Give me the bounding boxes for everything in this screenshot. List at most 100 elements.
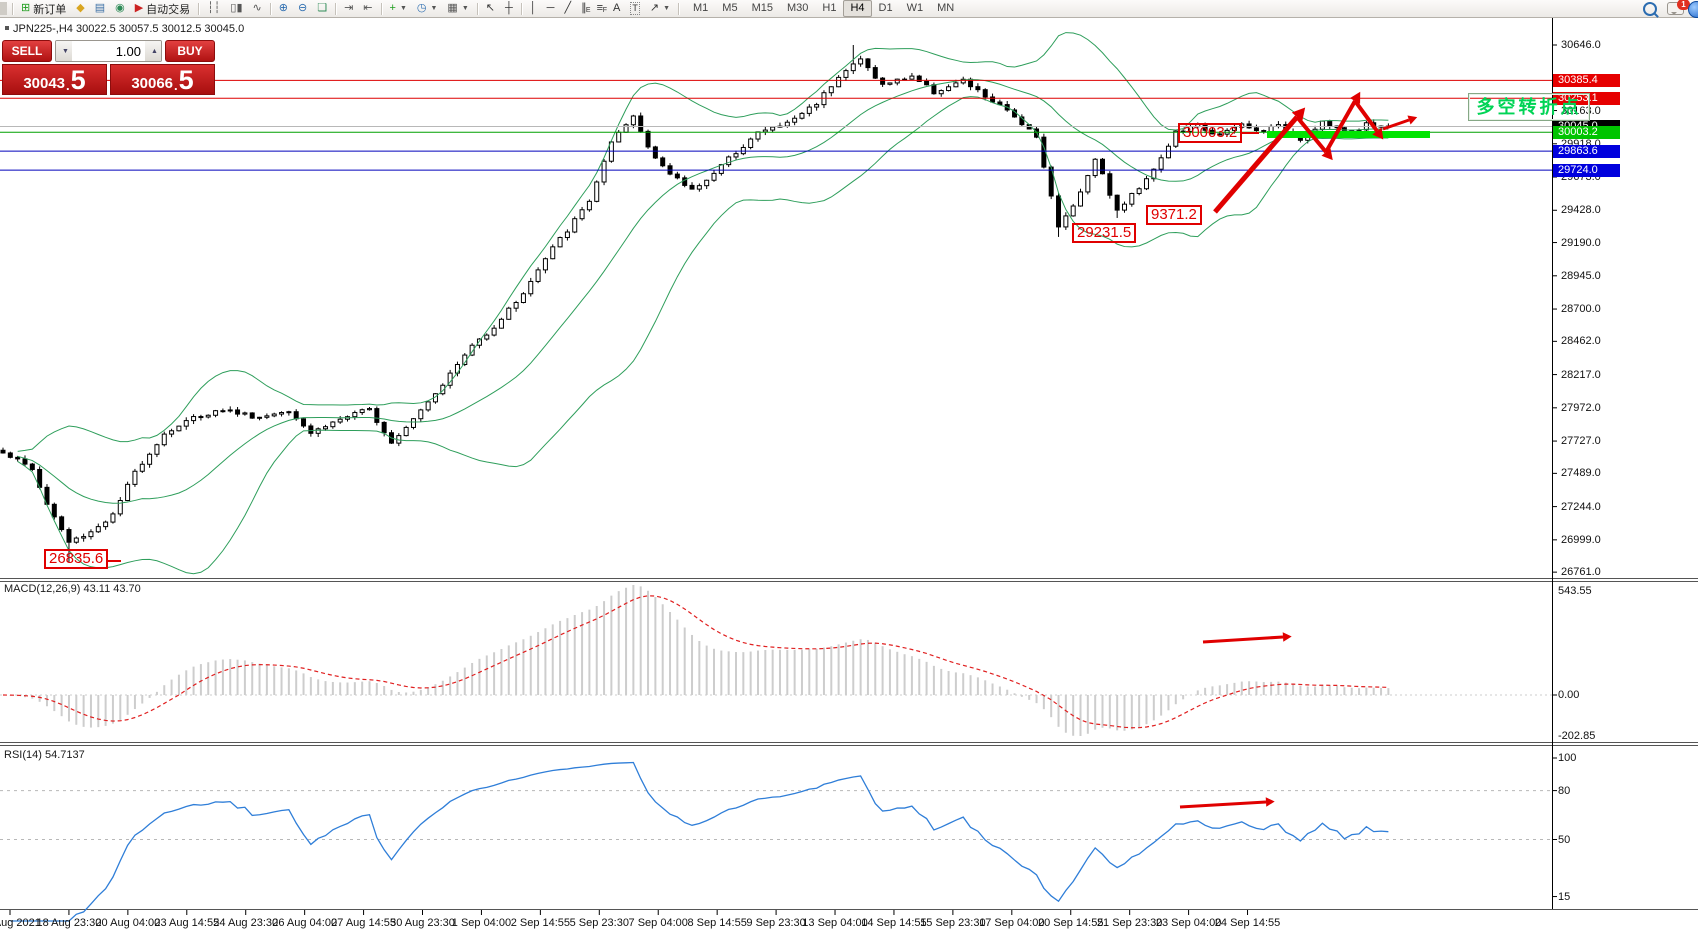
candlestick-chart-button[interactable]: ▯▮ [225,0,247,17]
horizontal-line-icon: ─ [546,2,555,14]
buy-button[interactable]: BUY [165,40,215,62]
timeframe-h1-button[interactable]: H1 [822,2,837,14]
zoom-in-button[interactable]: ⊕ [274,0,293,17]
data-window-icon: ▤ [94,2,106,14]
timeframe-toolbar: M1 M5 M15 M30 H1 H4 D1 W1 MN [686,0,961,17]
vertical-line-icon: │ [529,2,537,14]
support-zone-bar[interactable] [1267,131,1430,138]
text-label-icon: T [630,2,640,15]
vertical-line-button[interactable]: │ [525,0,542,17]
periods-menu-button[interactable]: ◷ ▼ [412,0,443,17]
candlestick-chart-icon: ▯▮ [230,2,243,14]
toolbar-separator [198,2,200,15]
auto-trading-button[interactable]: ▶ 自动交易 [130,0,195,17]
price-tag-annotation[interactable]: 30003.2 [1178,123,1243,143]
timeframe-h4-button[interactable]: H4 [843,0,872,17]
time-axis-label: 23 Sep 04:00 [1155,917,1222,929]
text-label-button[interactable]: T [625,0,645,17]
data-window-button[interactable]: ▤ [90,0,110,17]
macd-arrow[interactable] [1202,635,1284,644]
pane-frames [0,18,1698,910]
line-chart-icon: ∿ [252,2,262,14]
zigzag-down-1[interactable] [1295,115,1328,154]
status-icon[interactable] [1688,1,1698,18]
macd-arrow-head [1282,632,1292,642]
price-axis-tick: 28462.0 [1561,335,1601,348]
navigator-button[interactable]: ◉ [110,0,130,17]
breakout-arrow[interactable] [1382,118,1410,131]
toolbar-separator [335,2,337,15]
bollinger-bands [17,32,1389,575]
volume-input[interactable] [72,41,145,61]
arrows-menu-icon: ↗ [649,2,660,14]
chevron-down-icon: ▼ [663,5,670,12]
volume-increase-button[interactable]: ▲ [145,41,161,61]
zigzag-up-2[interactable] [1324,100,1357,153]
zigzag-down-2[interactable] [1353,99,1379,133]
time-axis-label: 5 Sep 23:30 [569,917,629,929]
time-axis[interactable] [9,910,1249,915]
zoom-out-button[interactable]: ⊖ [293,0,312,17]
timeframe-m5-button[interactable]: M5 [722,2,738,14]
timeframe-mn-button[interactable]: MN [937,2,955,14]
time-axis-label: 17 Sep 04:00 [979,917,1045,929]
sell-price-display[interactable]: 30043. 5 [2,64,107,95]
zigzag-down-2-head [1372,127,1384,140]
timeframe-w1-button[interactable]: W1 [906,2,924,14]
templates-menu-button[interactable]: ▦ ▼ [442,0,473,17]
indicators-menu-button[interactable]: + ▼ [385,0,412,17]
rsi-label: RSI(14) 54.7137 [4,749,85,761]
fibonacci-button[interactable]: ≡ F [592,0,608,17]
new-order-icon: ⊞ [21,2,31,14]
bullet-icon [5,26,9,30]
rally-arrow[interactable] [1213,115,1299,214]
price-tag-annotation[interactable]: 26835.6 [44,549,109,569]
trendline-button[interactable]: ╱ [559,0,576,17]
timeframe-m15-button[interactable]: M15 [751,2,773,14]
timeframe-m30-button[interactable]: M30 [786,2,809,14]
rsi-arrow[interactable] [1179,800,1267,809]
timeframe-m1-button[interactable]: M1 [693,2,709,14]
chevron-down-icon: ▼ [461,5,469,12]
volume-decrease-button[interactable]: ▼ [56,41,72,61]
chat-icon[interactable]: 1 [1667,0,1690,15]
line-chart-button[interactable]: ∿ [248,0,267,17]
indicators-menu-icon: + [389,2,396,14]
text-button[interactable]: A [608,0,625,17]
horizontal-line-button[interactable]: ─ [542,0,560,17]
price-tag-annotation[interactable]: 9371.2 [1146,205,1202,225]
time-axis-label: 20 Sep 14:55 [1038,917,1104,929]
chart-shift-button[interactable]: ⇥ [339,0,358,17]
rsi-axis-tick: 50 [1558,833,1571,846]
rsi-arrow-head [1265,797,1275,807]
templates-menu-icon: ▦ [447,2,458,14]
arrows-menu-button[interactable]: ↗ ▼ [645,0,675,17]
macd-axis-max: 543.55 [1558,585,1592,597]
search-icon[interactable] [1643,1,1657,16]
notification-badge: 1 [1677,0,1690,10]
chart-shift-icon: ⇥ [344,2,354,14]
buy-price-display[interactable]: 30066. 5 [110,64,215,95]
equidistant-channel-button[interactable]: ∥ E [576,0,592,17]
turning-point-annotation[interactable]: 多空转折点 [1468,93,1590,121]
auto-scroll-button[interactable]: ⇤ [358,0,377,17]
market-watch-button[interactable]: ◆ [71,0,89,17]
time-axis-label: 8 Sep 14:55 [687,917,747,929]
price-axis-tick: 28217.0 [1561,368,1601,381]
analysis-annotations[interactable] [108,91,1430,809]
price-tag-annotation[interactable]: 29231.5 [1072,223,1137,243]
timeframe-d1-button[interactable]: D1 [878,2,893,14]
horizontal-level-lines[interactable] [0,79,1552,171]
sell-button[interactable]: SELL [2,40,52,62]
crosshair-button[interactable]: ┼ [500,0,518,17]
toolbar-separator [520,2,522,15]
new-order-button[interactable]: ⊞ 新订单 [16,0,71,17]
cursor-button[interactable]: ↖ [481,0,500,17]
auto-trading-icon: ▶ [134,2,144,14]
tile-windows-button[interactable]: ❏ [312,0,332,17]
breakout-arrow-head [1407,115,1418,125]
bar-chart-button[interactable]: ┆┆ [202,0,225,17]
tile-windows-icon: ❏ [317,2,328,14]
market-watch-icon: ◆ [76,2,85,14]
